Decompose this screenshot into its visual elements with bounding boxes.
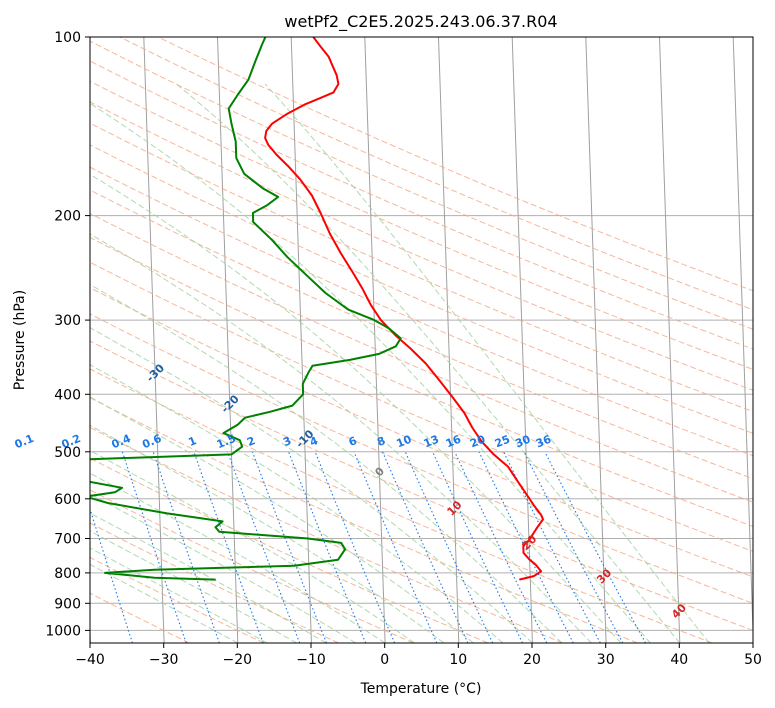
dry-adiabat [157,37,753,292]
mixing-ratio-line [121,451,187,643]
x-tick-label: −40 [75,652,105,668]
x-tick-label: 30 [597,652,615,668]
isotherm-line [217,37,239,643]
plot-area [90,37,753,643]
mixing-ratio-label: 16 [444,433,463,451]
mixing-ratio-label: 25 [493,433,512,451]
mixing-ratio-line [454,451,548,643]
dry-adiabat [90,212,753,503]
x-tick-label: 50 [744,652,762,668]
y-tick-label: 800 [54,566,81,582]
mixing-ratio-line [478,451,574,643]
y-tick-label: 600 [54,492,81,508]
dry-adiabat [90,426,563,643]
moist-adiabat [90,530,297,643]
y-tick-label: 500 [54,445,81,461]
x-tick-label: −20 [223,652,253,668]
dry-adiabat [90,313,753,604]
y-tick-label: 900 [54,596,81,612]
dry-adiabat [90,166,753,457]
dry-adiabat [90,80,753,370]
moist-adiabat [90,173,622,643]
isotherm-line [364,37,386,643]
x-tick-label: −10 [296,652,326,668]
mixing-ratio-line [523,451,624,643]
moist-adiabat [176,83,681,643]
x-axis-ticks: −40 −30 −20 −10 0 10 20 30 40 50 [75,643,762,668]
y-tick-label: 200 [54,209,81,225]
moist-adiabat [90,102,651,643]
mixing-ratio-line [353,451,438,643]
moist-adiabat [90,364,504,643]
mixing-ratio-line [314,451,396,643]
x-tick-label: 10 [449,652,467,668]
x-axis-label: Temperature (°C) [360,681,482,697]
profiles [90,37,544,581]
mixing-ratio-line [544,451,647,643]
y-axis-ticks: 1000 900 800 700 600 500 400 300 200 100 [45,30,90,639]
mixing-ratio-label: 2 [245,434,257,449]
dry-adiabat [90,489,414,643]
mixing-ratio-label: 3 [281,434,293,449]
mixing-ratio-line [288,451,367,643]
moist-adiabat [90,547,268,643]
background-lines [90,37,753,643]
isotherm-line [143,37,165,643]
y-tick-label: 300 [54,313,81,329]
moist-adiabat [90,512,327,643]
x-tick-label: 40 [670,652,688,668]
dry-adiabat [90,122,753,413]
chart-title: wetPf2_C2E5.2025.243.06.37.R04 [284,12,557,32]
y-tick-label: 700 [54,532,81,548]
mixing-ratio-lines [90,451,647,643]
moist-adiabat [90,472,386,643]
dry-adiabat [90,101,753,391]
dry-adiabat [90,592,190,643]
mixing-ratio-line [193,451,264,643]
y-axis-label: Pressure (hPa) [12,290,28,390]
isotherm-line [585,37,607,643]
isotherm-line [732,37,753,643]
dry-adiabat [90,397,638,643]
mixing-ratio-line [503,451,601,643]
moist-adiabat [90,327,533,643]
x-tick-label: 0 [380,652,389,668]
mixing-ratio-label: 13 [422,433,441,451]
x-tick-label: 20 [523,652,541,668]
mixing-ratio-label: 1 [187,434,199,449]
dry-adiabat [90,60,753,350]
mixing-ratio-line [227,451,301,643]
dry-adiabat [90,368,713,643]
y-tick-label: 100 [54,30,81,46]
moist-adiabat [90,283,563,643]
dry-adiabat [90,340,753,631]
dry-adiabat [90,236,753,527]
y-tick-label: 400 [54,387,81,403]
moist-adiabat [90,396,474,643]
isotherm-line [659,37,681,643]
mixing-ratio-label: 36 [534,433,553,451]
dry-adiabat [90,261,753,552]
dry-adiabat [119,37,753,311]
mixing-ratio-label: 30 [513,433,532,451]
x-tick-label: −30 [149,652,179,668]
plot-frame [89,36,754,644]
moist-adiabat [90,233,592,643]
mixing-ratio-line [90,507,134,643]
moist-adiabat [90,449,415,643]
mixing-ratio-label: 8 [375,434,387,449]
mixing-ratio-label: 10 [394,433,413,451]
y-tick-label: 1000 [45,623,81,639]
moist-adiabat [90,563,239,643]
dewpoint-profile [90,37,402,581]
dry-adiabat [90,457,489,643]
moist-adiabat [264,83,710,643]
mixing-ratio-label: 20 [468,433,487,451]
mixing-ratio-line [152,451,220,643]
